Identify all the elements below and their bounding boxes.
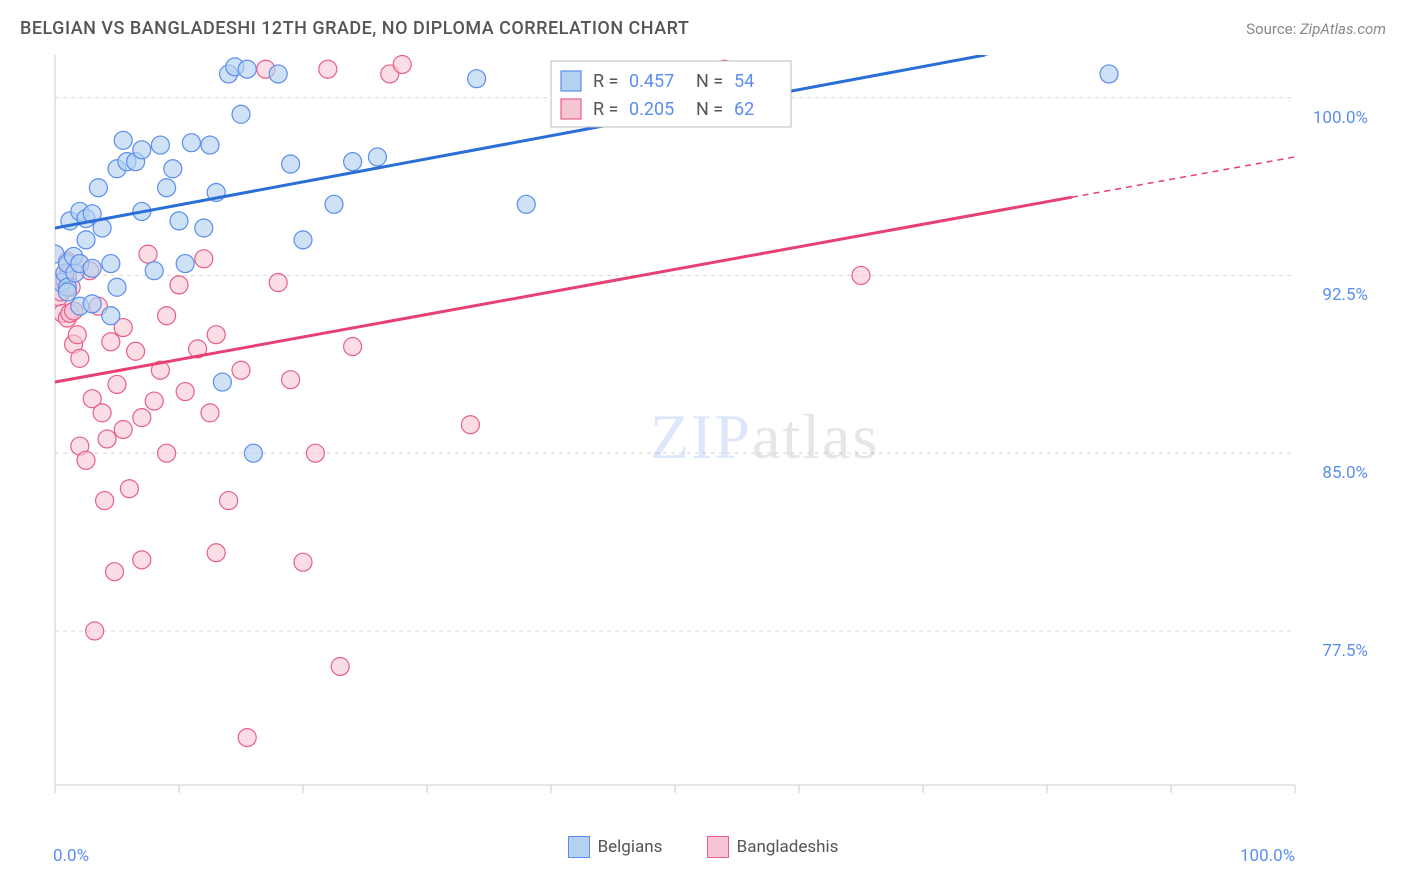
- source-label: Source:: [1246, 20, 1296, 38]
- svg-text:54: 54: [734, 71, 754, 92]
- svg-text:0.457: 0.457: [629, 71, 674, 92]
- svg-text:62: 62: [734, 99, 754, 120]
- bottom-legend: Belgians Bangladeshis: [0, 836, 1406, 863]
- source-value: ZipAtlas.com: [1300, 20, 1386, 38]
- y-tick-label: 85.0%: [1322, 463, 1368, 483]
- svg-text:0.205: 0.205: [629, 99, 674, 120]
- scatter-chart: R = 0.457 N = 54 R = 0.205 N = 62: [50, 55, 1380, 815]
- svg-text:N =: N =: [696, 99, 723, 120]
- svg-text:R =: R =: [593, 99, 618, 120]
- plot-area: R = 0.457 N = 54 R = 0.205 N = 62 77.5% 85.0% 92.…: [50, 55, 1380, 815]
- legend-item-bangladeshis: Bangladeshis: [707, 836, 839, 858]
- y-tick-label: 77.5%: [1322, 641, 1368, 661]
- legend-swatch-belgians: [568, 836, 590, 858]
- source-attribution: Source: ZipAtlas.com: [1246, 20, 1386, 38]
- svg-text:R =: R =: [593, 71, 618, 92]
- legend-label-belgians: Belgians: [598, 837, 663, 857]
- legend-item-belgians: Belgians: [568, 836, 663, 858]
- y-tick-label: 100.0%: [1313, 108, 1368, 128]
- y-tick-label: 92.5%: [1322, 285, 1368, 305]
- svg-text:N =: N =: [696, 71, 723, 92]
- legend-label-bangladeshis: Bangladeshis: [737, 837, 839, 857]
- chart-title: BELGIAN VS BANGLADESHI 12TH GRADE, NO DI…: [20, 18, 689, 39]
- legend-swatch-bangladeshis: [707, 836, 729, 858]
